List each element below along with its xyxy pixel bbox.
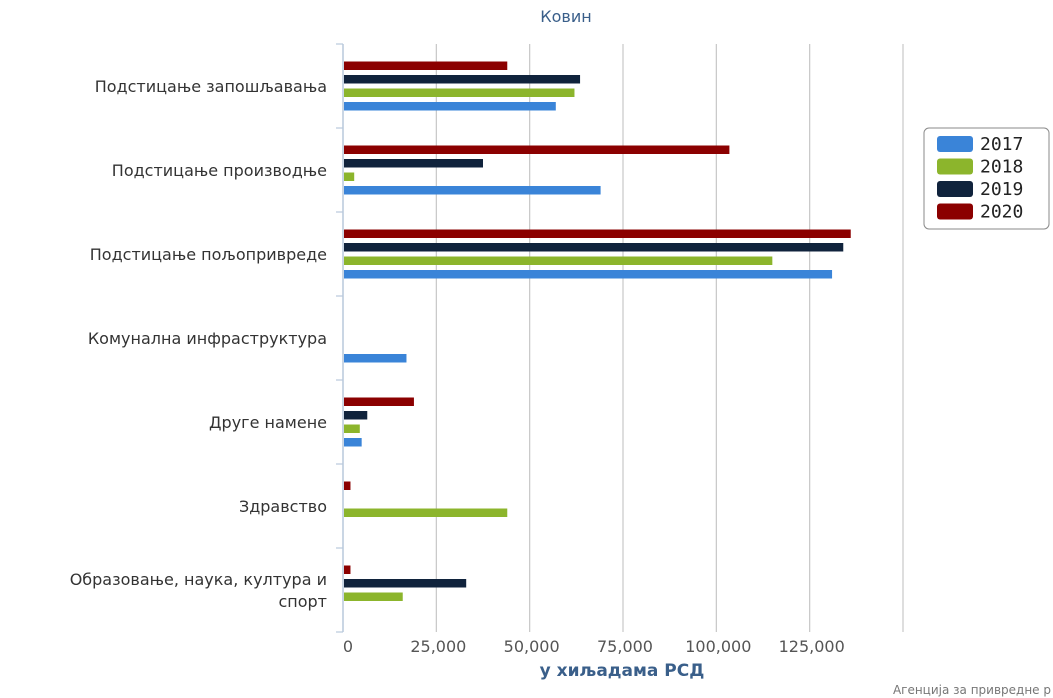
category-label: Подстицање производње	[112, 161, 327, 180]
bar-2017	[344, 102, 556, 111]
category-label: Подстицање пољопривреде	[90, 245, 327, 264]
bar-2018	[344, 256, 773, 265]
x-tick-labels: 0 25,000 50,000 75,000 100,000 125,000	[343, 637, 845, 656]
legend-label: 2017	[980, 134, 1023, 155]
bar-2018	[344, 424, 360, 433]
category-label: Друге намене	[209, 413, 327, 432]
category-label: Подстицање запошљавања	[95, 77, 327, 96]
x-tick-label: 0	[343, 637, 353, 656]
bar-2017	[344, 186, 601, 195]
bar-2017	[344, 270, 833, 279]
bar-2020	[344, 229, 851, 238]
credit-text: Агенција за привредне р	[893, 683, 1051, 697]
bar-2018	[344, 88, 575, 97]
bar-2019	[344, 411, 368, 420]
bar-2017	[344, 354, 407, 363]
legend-swatch-2019	[937, 181, 973, 197]
bar-2020	[344, 565, 351, 574]
legend-swatch-2020	[937, 203, 973, 220]
bars	[344, 61, 851, 601]
bar-2019	[344, 243, 844, 252]
x-tick-label: 50,000	[504, 637, 560, 656]
bar-2020	[344, 481, 351, 490]
category-label: Комунална инфраструктура	[88, 329, 327, 348]
grid-lines	[336, 43, 904, 633]
bar-2017	[344, 438, 362, 447]
category-label: Здравство	[239, 497, 327, 516]
bar-2018	[344, 172, 355, 181]
x-axis-title: у хиљадама РСД	[540, 661, 705, 681]
bar-2018	[344, 592, 403, 601]
x-tick-label: 100,000	[685, 637, 751, 656]
legend-label: 2018	[980, 157, 1023, 178]
x-tick-label: 75,000	[597, 637, 653, 656]
legend-label: 2019	[980, 179, 1023, 200]
legend-label: 2020	[980, 202, 1023, 223]
x-tick-label: 125,000	[779, 637, 845, 656]
legend-swatch-2018	[937, 158, 973, 175]
bar-2019	[344, 159, 483, 168]
x-tick-label: 25,000	[410, 637, 466, 656]
bar-2020	[344, 61, 508, 70]
bar-2020	[344, 397, 414, 406]
bar-2020	[344, 145, 730, 154]
bar-2019	[344, 75, 581, 84]
bar-2019	[344, 579, 467, 588]
category-labels: Подстицање запошљавања Подстицање произво…	[70, 77, 327, 611]
bar-2018	[344, 508, 508, 517]
legend-swatch-2017	[937, 136, 973, 152]
category-label: Образовање, наука, култура и спорт	[70, 570, 327, 611]
chart-subtitle: Ковин	[540, 7, 591, 26]
